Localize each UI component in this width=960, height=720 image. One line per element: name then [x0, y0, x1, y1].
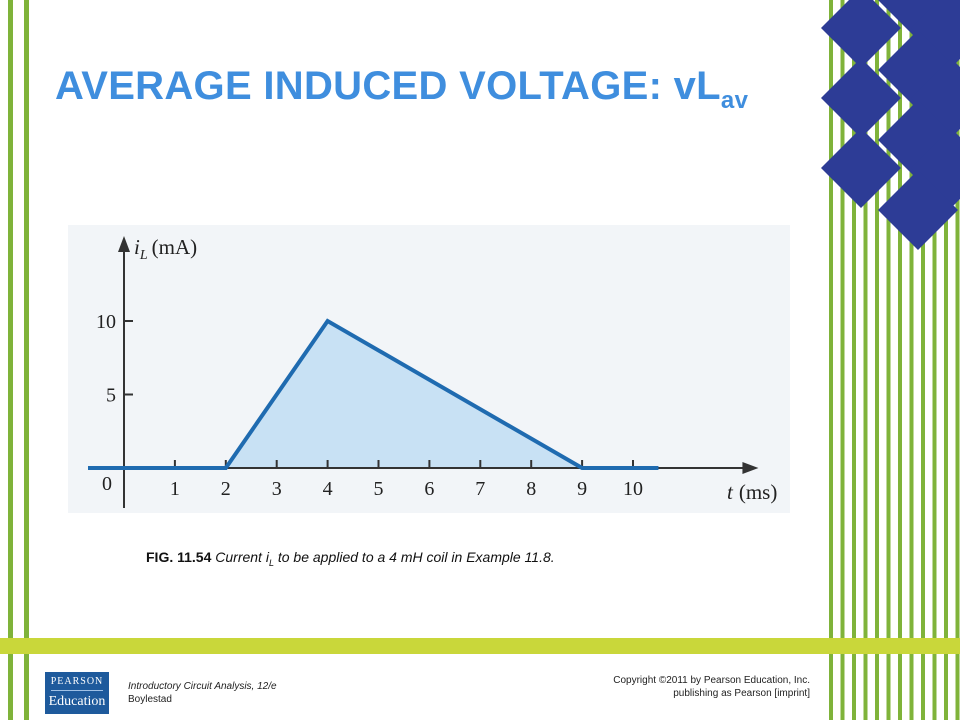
right-stripe-5	[875, 0, 879, 720]
book-author: Boylestad	[128, 694, 172, 705]
right-stripe-3	[852, 0, 856, 720]
x-axis-arrow	[742, 462, 759, 474]
right-stripe-4	[863, 0, 868, 720]
x-tick-label-1: 1	[170, 478, 180, 500]
footer-band	[0, 638, 960, 654]
diamond-group	[821, 0, 960, 250]
book-title: Introductory Circuit Analysis, 12/e	[128, 681, 277, 692]
y-axis-arrow	[118, 236, 130, 252]
y-tick-label-10: 10	[96, 311, 116, 333]
x-axis-label: t (ms)	[727, 480, 777, 504]
x-tick-label-6: 6	[424, 478, 434, 500]
waveform-area	[225, 321, 583, 468]
diamond-7	[821, 128, 901, 208]
x-tick-label-7: 7	[475, 478, 485, 500]
x-tick-label-3: 3	[272, 478, 282, 500]
diamond-3	[911, 0, 960, 68]
diamond-1	[821, 0, 901, 68]
x-tick-label-4: 4	[323, 478, 333, 500]
left-stripe-1	[8, 0, 13, 720]
left-stripe-2	[24, 0, 29, 720]
right-stripe-9	[921, 0, 925, 720]
x-tick-label-8: 8	[526, 478, 536, 500]
right-stripe-10	[932, 0, 937, 720]
right-stripe-7	[898, 0, 902, 720]
diamond-9	[911, 128, 960, 208]
book-info: Introductory Circuit Analysis, 12/e Boyl…	[128, 680, 277, 706]
slide-title: AVERAGE INDUCED VOLTAGE: vLav	[55, 64, 749, 114]
right-stripe-1	[829, 0, 833, 720]
x-tick-label-10: 10	[623, 478, 643, 500]
right-stripe-8	[909, 0, 914, 720]
right-stripe-6	[886, 0, 891, 720]
diamond-4	[821, 58, 901, 138]
diamond-6	[911, 58, 960, 138]
diamond-10	[878, 170, 958, 250]
y-axis-label: iL (mA)	[134, 235, 197, 263]
x-tick-label-2: 2	[221, 478, 231, 500]
waveform-line	[88, 318, 659, 470]
figure-caption: FIG. 11.54 Current iL to be applied to a…	[146, 549, 555, 568]
right-stripe-11	[944, 0, 948, 720]
y-tick-label-5: 5	[106, 385, 116, 407]
x-tick-label-9: 9	[577, 478, 587, 500]
pearson-logo: PEARSON Education	[45, 672, 109, 714]
right-stripe-2	[840, 0, 845, 720]
copyright-notice: Copyright ©2011 by Pearson Education, In…	[613, 675, 810, 699]
stripe-group	[8, 0, 960, 720]
origin-label: 0	[102, 473, 112, 495]
x-tick-label-5: 5	[374, 478, 384, 500]
right-stripe-12	[955, 0, 960, 720]
